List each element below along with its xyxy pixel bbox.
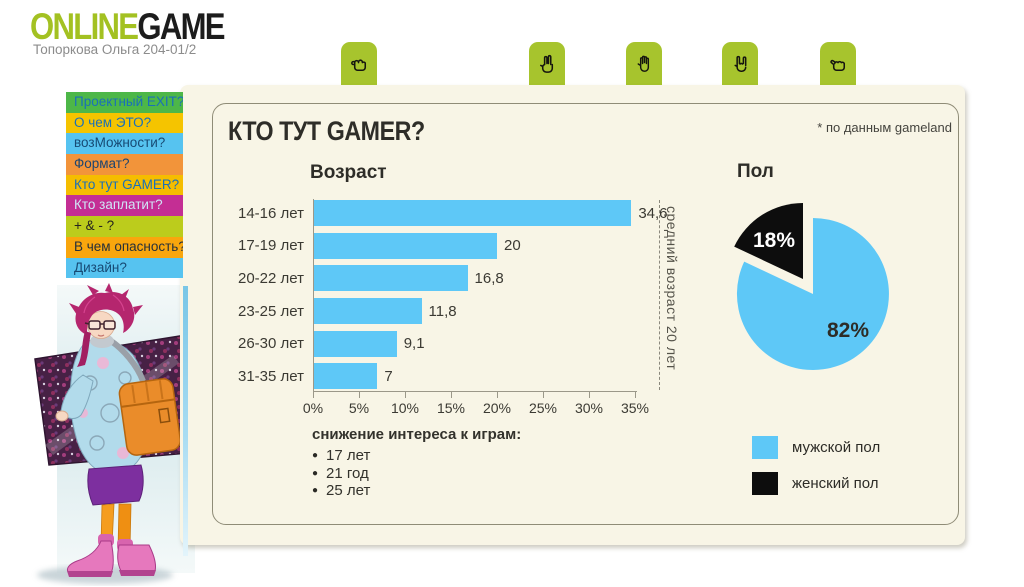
bar-row: 23-25 лет 11,8 [232, 295, 672, 328]
pie-chart: 18% 82% [734, 202, 889, 370]
tab-hand-1[interactable] [341, 42, 377, 86]
axis-tick-label: 5% [348, 400, 370, 416]
sidebar-item[interactable]: О чем ЭТО? [66, 112, 183, 134]
author-subtitle: Топоркова Ольга 204-01/2 [33, 42, 197, 57]
axis-tick-label: 20% [482, 400, 512, 416]
pie-slice-female [734, 202, 803, 279]
note-item: ● 17 лет [312, 447, 371, 464]
rock-hand-icon [729, 53, 752, 76]
legend-label-female: женский пол [792, 475, 879, 492]
note-item: ● 21 год [312, 464, 369, 482]
bar-value-label: 7 [384, 367, 393, 385]
bar-value-label: 16,8 [474, 269, 504, 287]
fist-hand-icon [348, 53, 371, 76]
pie-label-female: 18% [753, 229, 795, 252]
axis-tick-mark [359, 392, 360, 398]
bar-category-label: 17-19 лет [238, 237, 304, 255]
logo-part-game: GAME [137, 6, 225, 47]
interest-decline-notes: снижение интереса к играм: ● 17 лет ● 21 г… [312, 426, 521, 500]
palm-hand-icon [633, 53, 656, 76]
bar-row: 31-35 лет 7 [232, 360, 672, 393]
sidebar-item[interactable]: Проектный EXIT? [66, 92, 183, 113]
axis-tick-mark [543, 392, 544, 398]
bar-row: 26-30 лет 9,1 [232, 327, 672, 360]
tab-hand-5[interactable] [820, 42, 856, 86]
legend-label-male: мужской пол [792, 439, 881, 456]
axis-tick-mark [313, 392, 314, 398]
sidebar-item[interactable]: Дизайн? [66, 257, 183, 279]
bar [313, 330, 397, 357]
pie-slice-male [736, 218, 889, 370]
bullet-icon: ● [312, 485, 319, 496]
bar [313, 265, 468, 292]
pie-legend: мужской пол женский пол [752, 436, 880, 508]
axis-tick-mark [635, 392, 636, 398]
victory-hand-icon [536, 53, 559, 76]
pie-label-male: 82% [827, 319, 869, 342]
bar-value-label: 9,1 [403, 335, 425, 353]
legend-row-male: мужской пол [752, 436, 880, 459]
axis-tick-label: 0% [302, 400, 324, 416]
legend-row-female: женский пол [752, 472, 880, 495]
average-age-note: средний возраст 20 лет [664, 206, 680, 371]
bar [313, 298, 422, 325]
tab-hand-4[interactable] [722, 42, 758, 86]
bar-value-label: 34,6 [638, 204, 668, 222]
sidebar-item[interactable]: + & - ? [66, 216, 183, 237]
bar-row: 14-16 лет 34,6 [232, 197, 672, 230]
page-title: КТО ТУТ GAMER? [228, 116, 425, 146]
tab-hand-2[interactable] [529, 42, 565, 86]
sidebar-item[interactable]: Кто тут GAMER? [66, 174, 183, 196]
bar-chart-title: Возраст [310, 162, 387, 183]
bar-y-axis-line [313, 199, 314, 391]
axis-tick-label: 25% [528, 400, 558, 416]
bullet-icon: ● [312, 450, 319, 461]
female-swatch-icon [752, 472, 778, 495]
thumb-fist-hand-icon [827, 53, 850, 76]
axis-tick-label: 15% [436, 400, 466, 416]
bar-category-label: 31-35 лет [238, 367, 304, 385]
axis-tick-label: 30% [574, 400, 604, 416]
bar-row: 17-19 лет 20 [232, 230, 672, 263]
bar-row: 20-22 лет 16,8 [232, 262, 672, 295]
logo-part-online: ONLINE [30, 6, 139, 47]
bullet-icon: ● [312, 467, 319, 479]
axis-tick-label: 35% [620, 400, 650, 416]
bar-category-label: 14-16 лет [238, 204, 304, 222]
sidebar-item[interactable]: Кто заплатит? [66, 195, 183, 217]
source-note: * по данным gameland [817, 120, 952, 135]
bar-value-label: 20 [504, 237, 521, 255]
bar-chart: 14-16 лет 34,6 17-19 лет 20 20-22 лет 16,8 23-… [232, 197, 672, 393]
pie-chart-title: Пол [737, 161, 774, 182]
sidebar: Проектный EXIT? О чем ЭТО? возМожности? Фор… [66, 92, 183, 279]
axis-tick-label: 10% [390, 400, 420, 416]
bar-category-label: 26-30 лет [238, 335, 304, 353]
bar-value-label: 11,8 [428, 302, 457, 320]
notes-heading: снижение интереса к играм: [312, 426, 522, 443]
bar-category-label: 23-25 лет [238, 302, 304, 320]
male-swatch-icon [752, 436, 778, 459]
axis-tick-mark [497, 392, 498, 398]
sidebar-item[interactable]: В чем опасность? [66, 236, 183, 258]
sidebar-item[interactable]: Формат? [66, 154, 183, 175]
app-logo: ONLINEGAME [30, 8, 261, 45]
tab-hand-3[interactable] [626, 42, 662, 86]
note-item: ● 25 лет [312, 482, 371, 499]
axis-tick-mark [589, 392, 590, 398]
bar-x-axis-ticks: 0% 5% 10% 15% 20% 25% 30% 35% [303, 391, 653, 421]
axis-tick-mark [405, 392, 406, 398]
bar-x-axis-line [313, 391, 637, 392]
girl-illustration [34, 283, 195, 584]
bar [313, 200, 632, 227]
sidebar-item[interactable]: возМожности? [66, 133, 183, 155]
bar [313, 363, 378, 390]
bar [313, 232, 497, 259]
bar-category-label: 20-22 лет [238, 269, 304, 287]
panel-edge-highlight [183, 286, 188, 556]
axis-tick-mark [451, 392, 452, 398]
average-age-divider [659, 200, 660, 390]
